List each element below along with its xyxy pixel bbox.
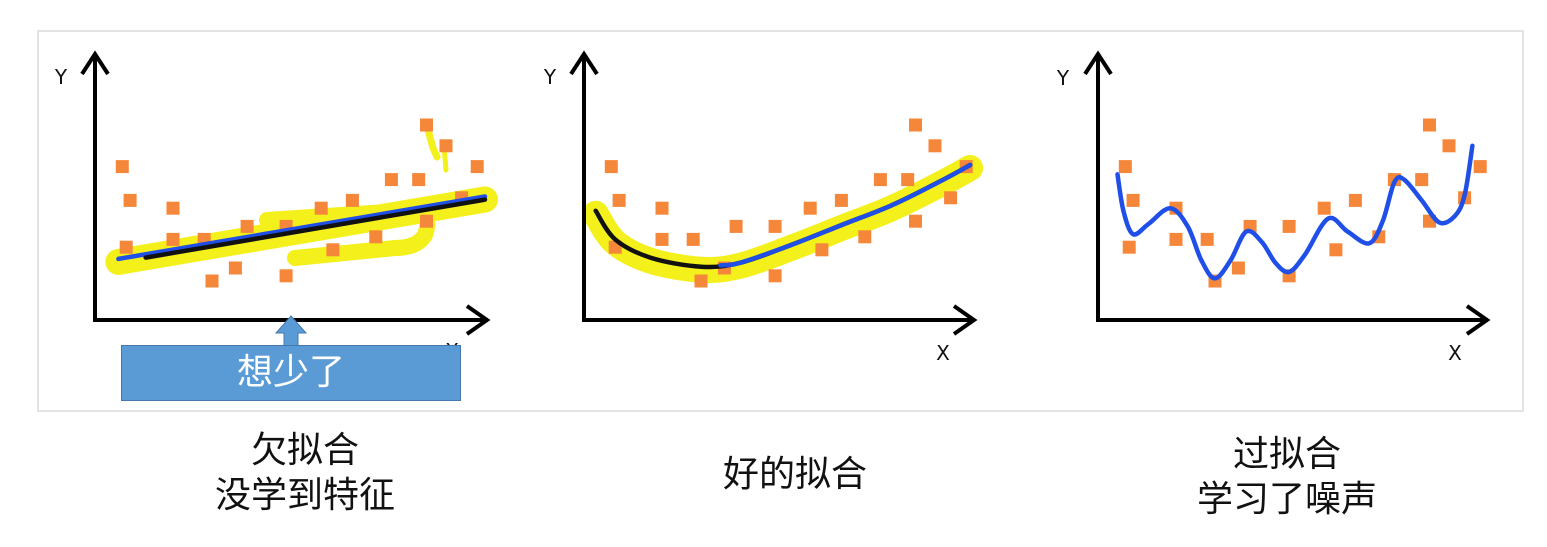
data-point: [1126, 193, 1140, 207]
y-axis-arrowhead: [1083, 50, 1113, 76]
y-axis-label: Y: [1056, 66, 1070, 90]
data-point: [768, 269, 782, 283]
data-point: [815, 243, 829, 257]
data-point: [166, 232, 180, 246]
points-layer: [1118, 118, 1487, 288]
data-point: [928, 139, 942, 153]
data-point: [1118, 160, 1132, 174]
data-point: [873, 173, 887, 187]
data-point: [1473, 160, 1487, 174]
data-point: [345, 193, 359, 207]
data-point: [655, 201, 669, 215]
data-point: [858, 230, 872, 244]
panel-underfit: Y X: [54, 50, 498, 363]
data-point: [694, 274, 708, 288]
data-point: [944, 191, 958, 205]
highlight-stroke: [582, 155, 984, 283]
data-point: [1200, 232, 1214, 246]
fit-curve: [718, 162, 973, 268]
highlight-layer: [582, 155, 984, 283]
data-point: [803, 201, 817, 215]
data-point: [729, 219, 743, 233]
caption-underfit: 欠拟合 没学到特征: [95, 428, 515, 518]
data-point: [412, 173, 426, 187]
y-axis-label: Y: [54, 65, 68, 89]
x-axis-arrowhead: [1465, 304, 1491, 336]
fit-curve: [143, 197, 488, 260]
data-point: [612, 193, 626, 207]
data-point: [901, 173, 915, 187]
data-point: [314, 201, 328, 215]
data-point: [123, 193, 137, 207]
data-point: [1329, 243, 1343, 257]
x-axis-arrowhead: [465, 304, 491, 336]
data-point: [686, 232, 700, 246]
data-point: [420, 118, 433, 132]
data-point: [1169, 232, 1183, 246]
fit-layer: [593, 162, 973, 270]
data-point: [119, 240, 133, 254]
data-point: [279, 269, 293, 283]
data-point: [326, 243, 340, 257]
panel-good-fit: Y X: [543, 50, 984, 365]
x-axis-label: X: [1448, 341, 1462, 365]
data-point: [439, 139, 453, 153]
y-axis-arrowhead: [80, 50, 110, 76]
caption-title: 过拟合: [1232, 434, 1341, 475]
highlight-stroke: [424, 126, 441, 161]
y-axis-label: Y: [543, 65, 557, 89]
data-point: [1122, 240, 1136, 254]
data-point: [604, 160, 618, 174]
data-point: [115, 160, 129, 174]
data-point: [369, 230, 383, 244]
callout-text: 想少了: [236, 352, 345, 393]
data-point: [166, 201, 180, 215]
data-point: [1442, 139, 1456, 153]
data-point: [1231, 261, 1245, 275]
data-point: [205, 274, 219, 288]
x-axis-label: X: [936, 341, 950, 365]
y-axis-arrowhead: [569, 50, 599, 76]
data-point: [909, 118, 922, 132]
panel-overfit: Y X: [1056, 50, 1491, 365]
caption-subtitle: 没学到特征: [214, 475, 395, 516]
data-point: [1348, 193, 1362, 207]
data-point: [1415, 173, 1429, 187]
callout-box: 想少了: [121, 345, 461, 401]
fit-layer: [1115, 143, 1475, 281]
data-point: [655, 232, 669, 246]
data-point: [240, 219, 254, 233]
caption-subtitle: 学习了噪声: [1196, 479, 1377, 520]
data-point: [768, 219, 782, 233]
data-point: [834, 193, 848, 207]
fit-curve: [116, 194, 488, 262]
caption-title: 欠拟合: [250, 430, 359, 471]
x-axis-arrowhead: [952, 304, 978, 336]
data-point: [470, 160, 484, 174]
data-point: [1317, 201, 1331, 215]
data-point: [1282, 219, 1296, 233]
fit-layer: [116, 194, 488, 262]
data-point: [420, 214, 433, 228]
fit-curve: [1115, 143, 1475, 281]
data-point: [909, 214, 922, 228]
caption-good-fit: 好的拟合: [585, 452, 1005, 497]
data-point: [228, 261, 242, 275]
data-point: [384, 173, 398, 187]
caption-overfit: 过拟合 学习了噪声: [1077, 432, 1497, 522]
data-point: [1423, 118, 1436, 132]
caption-title: 好的拟合: [722, 454, 867, 495]
